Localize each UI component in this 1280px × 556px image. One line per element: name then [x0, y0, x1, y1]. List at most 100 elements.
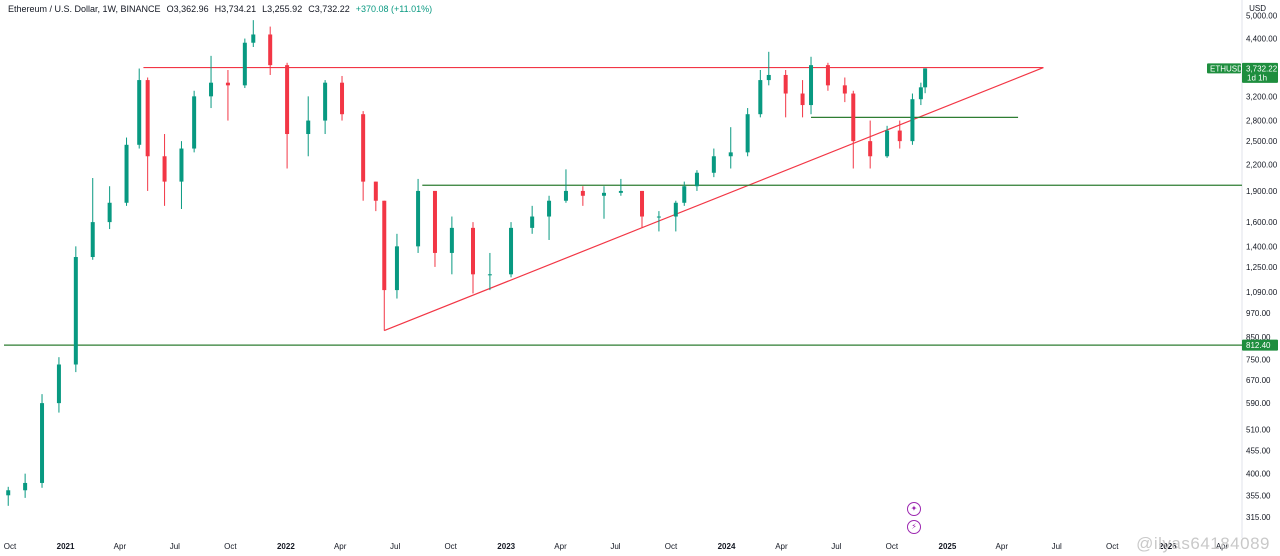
price-axis[interactable]: 5,000.00 4,400.00 3,200.00 2,800.00 2,500.00…: [1246, 11, 1278, 522]
time-tick-label: 2023: [497, 542, 515, 551]
time-tick-label: 2026: [1159, 542, 1177, 551]
candle: [306, 96, 311, 157]
candle: [242, 38, 247, 89]
candle-body: [90, 222, 95, 258]
candle: [107, 186, 112, 230]
candle: [694, 170, 699, 191]
candle-body: [394, 246, 399, 291]
price-tick-label: 970.00: [1246, 309, 1271, 318]
symbol-badge-label: ETHUSD: [1210, 64, 1243, 73]
candle-body: [285, 65, 290, 135]
candle-body: [885, 130, 890, 157]
time-tick-label: 2021: [57, 542, 75, 551]
time-tick-label: Oct: [4, 542, 17, 551]
candle-body: [580, 190, 585, 196]
currency-label[interactable]: USD: [1249, 4, 1266, 13]
candle: [251, 20, 256, 47]
time-tick-label: Jul: [170, 542, 180, 551]
candle-body: [251, 34, 256, 43]
price-badge-value: 3,732.22: [1246, 64, 1278, 73]
candle: [471, 222, 476, 294]
candle-body: [800, 93, 805, 106]
candle: [842, 77, 847, 103]
time-tick-label: Oct: [444, 542, 457, 551]
candle: [145, 77, 150, 191]
candle: [90, 178, 95, 260]
candle-body: [124, 144, 129, 203]
candle: [394, 233, 399, 299]
time-tick-label: Apr: [554, 542, 567, 551]
candle: [728, 127, 733, 169]
candle-body: [432, 190, 437, 253]
time-tick-label: Oct: [224, 542, 237, 551]
sparkle-icon[interactable]: ✦: [907, 502, 921, 516]
candle-body: [340, 82, 345, 115]
candle-body: [40, 403, 45, 483]
price-tick-label: 2,800.00: [1246, 117, 1278, 126]
candle-body: [145, 80, 150, 157]
candle-body: [416, 190, 421, 247]
candle: [923, 68, 928, 94]
price-tick-label: 590.00: [1246, 399, 1271, 408]
price-tick-label: 1,600.00: [1246, 218, 1278, 227]
lightning-icon[interactable]: ⚡: [907, 520, 921, 534]
price-tick-label: 2,500.00: [1246, 137, 1278, 146]
candle: [137, 68, 142, 149]
candle: [783, 69, 788, 118]
time-tick-label: Apr: [996, 542, 1009, 551]
price-tick-label: 750.00: [1246, 356, 1271, 365]
ohlc-high: H3,734.21: [214, 4, 257, 14]
candle-body: [471, 227, 476, 275]
candle-body: [6, 490, 11, 496]
candle: [6, 486, 11, 506]
candle-body: [225, 82, 230, 86]
candle: [682, 181, 687, 206]
candle-body: [745, 114, 750, 153]
time-tick-label: Oct: [665, 542, 678, 551]
candle: [897, 120, 902, 149]
candle: [209, 55, 214, 109]
price-tick-label: 1,900.00: [1246, 187, 1278, 196]
candle: [162, 134, 167, 206]
price-tick-label: 1,250.00: [1246, 263, 1278, 272]
candle-body: [107, 202, 112, 223]
candle-body: [323, 82, 328, 121]
candle-body: [373, 181, 378, 201]
price-tick-label: 4,400.00: [1246, 35, 1278, 44]
price-tick-label: 1,400.00: [1246, 242, 1278, 251]
candle: [340, 75, 345, 121]
candle-body: [268, 34, 273, 66]
candle: [918, 82, 923, 106]
candle: [656, 211, 661, 232]
candle-body: [361, 114, 366, 182]
ohlc-low: L3,255.92: [262, 4, 303, 14]
time-tick-label: Jul: [1052, 542, 1062, 551]
price-badge-countdown: 1d 1h: [1247, 73, 1267, 82]
candle: [323, 80, 328, 135]
candle: [268, 26, 273, 75]
time-tick-label: 2025: [939, 542, 957, 551]
candle-body: [56, 364, 61, 404]
candle-body: [809, 65, 814, 106]
time-tick-label: Apr: [775, 542, 788, 551]
candle-body: [758, 80, 763, 115]
price-tick-label: 5,000.00: [1246, 11, 1278, 20]
candle: [23, 473, 28, 498]
symbol-legend[interactable]: Ethereum / U.S. Dollar, 1W, BINANCE O3,3…: [8, 4, 432, 14]
candle: [868, 120, 873, 169]
price-badge: [1242, 62, 1278, 83]
candle: [73, 246, 78, 373]
time-tick-label: Oct: [886, 542, 899, 551]
candle-body: [137, 80, 142, 145]
candle: [851, 90, 856, 169]
candle-body: [209, 82, 214, 97]
time-tick-label: Apr: [1216, 542, 1229, 551]
candle: [745, 108, 750, 157]
time-axis[interactable]: Oct 2021 Apr Jul Oct 2022 Apr Jul Oct 2023 Apr Jul O…: [4, 542, 1229, 551]
candle: [449, 216, 454, 275]
candle-body: [242, 42, 247, 86]
candle-body: [897, 130, 902, 142]
candle: [766, 51, 771, 86]
